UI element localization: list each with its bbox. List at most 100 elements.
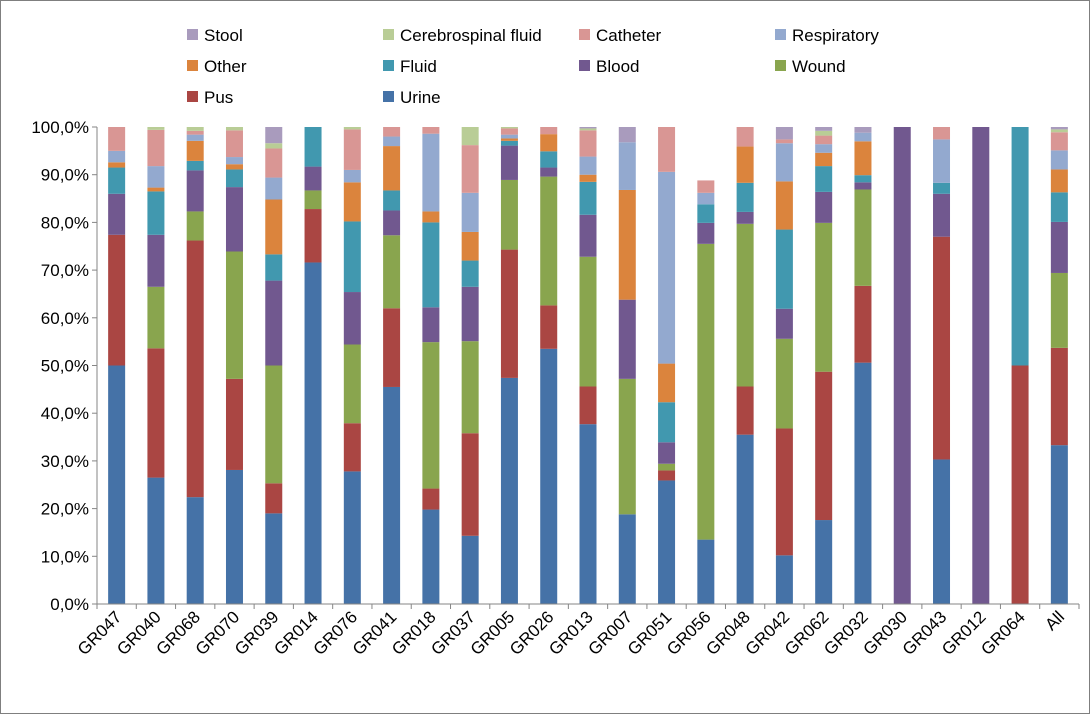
- x-category-label: All: [1041, 607, 1068, 634]
- y-tick-label: 60,0%: [41, 309, 89, 328]
- x-axis: GR047GR040GR068GR070GR039GR014GR076GR041…: [74, 603, 1080, 659]
- bar-segment-gr042-urine: [775, 555, 793, 604]
- bar-segment-gr068-cerebrospinal-fluid: [186, 127, 204, 131]
- bar-segment-gr062-pus: [815, 371, 833, 521]
- legend-label-stool: Stool: [204, 26, 243, 45]
- bar-segment-gr039-respiratory: [265, 177, 283, 200]
- bar-segment-gr026-other: [540, 134, 558, 152]
- bar-segment-gr068-other: [186, 140, 204, 161]
- bar-segment-gr068-fluid: [186, 160, 204, 171]
- legend-swatch-urine: [383, 91, 394, 102]
- bar-segment-gr007-respiratory: [618, 142, 636, 190]
- bar-segment-gr032-respiratory: [854, 132, 872, 142]
- bar-segment-gr026-wound: [540, 176, 558, 306]
- bar-segment-all-cerebrospinal-fluid: [1050, 129, 1068, 133]
- bar-segment-gr043-blood: [933, 193, 951, 237]
- bar-segment-gr056-urine: [697, 539, 715, 604]
- bar-segment-gr018-catheter: [422, 127, 440, 134]
- bar-segment-gr062-cerebrospinal-fluid: [815, 130, 833, 136]
- bar-segment-gr051-fluid: [658, 402, 676, 443]
- bar-segment-gr042-pus: [775, 428, 793, 556]
- bar-segment-gr076-cerebrospinal-fluid: [343, 127, 361, 130]
- bar-segment-gr056-fluid: [697, 204, 715, 223]
- bar-segment-gr064-fluid: [1011, 127, 1029, 366]
- bar-segment-gr040-pus: [147, 348, 165, 478]
- bar-segment-gr056-wound: [697, 243, 715, 540]
- bar-segment-gr042-fluid: [775, 229, 793, 309]
- bar-segment-gr070-fluid: [225, 169, 243, 188]
- bar-segment-gr014-pus: [304, 209, 322, 263]
- bar-segment-gr068-pus: [186, 240, 204, 498]
- bar-segment-gr048-other: [736, 146, 754, 183]
- bar-segment-gr070-blood: [225, 187, 243, 252]
- x-category-label: GR064: [977, 607, 1029, 659]
- bar-segment-gr047-other: [108, 162, 126, 168]
- legend-swatch-blood: [579, 60, 590, 71]
- legend-label-fluid: Fluid: [400, 57, 437, 76]
- bar-segment-all-fluid: [1050, 192, 1068, 222]
- legend-label-other: Other: [204, 57, 247, 76]
- bar-segment-gr062-fluid: [815, 166, 833, 192]
- bar-segment-gr013-pus: [579, 386, 597, 425]
- bar-segment-gr064-pus: [1011, 365, 1029, 604]
- bar-segment-gr030-blood: [893, 127, 911, 604]
- y-tick-label: 30,0%: [41, 452, 89, 471]
- bar-segment-gr018-wound: [422, 342, 440, 489]
- bar-segment-gr040-blood: [147, 234, 165, 287]
- bar-segment-gr062-respiratory: [815, 144, 833, 153]
- bar-segment-gr076-catheter: [343, 129, 361, 170]
- bar-segment-gr037-urine: [461, 535, 479, 604]
- bar-segment-gr039-pus: [265, 483, 283, 514]
- legend-swatch-catheter: [579, 29, 590, 40]
- bar-segment-gr005-urine: [500, 377, 518, 604]
- bar-segment-gr040-wound: [147, 286, 165, 349]
- bar-segment-gr070-other: [225, 164, 243, 170]
- bar-segment-gr005-cerebrospinal-fluid: [500, 127, 518, 129]
- y-tick-label: 80,0%: [41, 213, 89, 232]
- legend-label-pus: Pus: [204, 88, 233, 107]
- bar-segment-gr051-respiratory: [658, 171, 676, 364]
- bar-segment-gr040-other: [147, 187, 165, 192]
- bar-segment-gr039-urine: [265, 513, 283, 604]
- bar-segment-gr005-pus: [500, 249, 518, 378]
- legend-label-cerebrospinal-fluid: Cerebrospinal fluid: [400, 26, 542, 45]
- bar-segment-gr014-blood: [304, 166, 322, 191]
- bar-segment-gr039-stool: [265, 127, 283, 144]
- legend-swatch-wound: [775, 60, 786, 71]
- bar-segment-gr007-urine: [618, 514, 636, 604]
- bar-segment-gr018-blood: [422, 307, 440, 343]
- bar-segment-gr005-catheter: [500, 128, 518, 135]
- bar-segment-gr056-blood: [697, 222, 715, 244]
- bar-segment-gr051-urine: [658, 480, 676, 604]
- bar-segment-gr037-other: [461, 231, 479, 261]
- bar-segment-gr062-blood: [815, 191, 833, 223]
- bar-segment-gr048-fluid: [736, 182, 754, 212]
- legend-label-blood: Blood: [596, 57, 639, 76]
- bar-segment-gr076-fluid: [343, 221, 361, 293]
- bar-segment-gr076-blood: [343, 292, 361, 345]
- y-tick-label: 40,0%: [41, 404, 89, 423]
- bar-segment-gr012-blood: [972, 127, 990, 604]
- bar-segment-gr068-blood: [186, 170, 204, 212]
- bar-segment-gr048-wound: [736, 223, 754, 387]
- bar-segment-gr013-other: [579, 174, 597, 182]
- bar-segment-gr040-catheter: [147, 129, 165, 167]
- bar-segment-gr043-respiratory: [933, 139, 951, 183]
- bar-segment-gr070-pus: [225, 378, 243, 470]
- bar-segment-all-pus: [1050, 347, 1068, 446]
- legend-swatch-fluid: [383, 60, 394, 71]
- bar-segment-all-other: [1050, 169, 1068, 193]
- y-axis: 0,0% 10,0% 20,0% 30,0% 40,0% 50,0% 60,0% 70,0% 8…: [31, 118, 98, 614]
- legend-swatch-other: [187, 60, 198, 71]
- bar-segment-gr040-fluid: [147, 191, 165, 235]
- bar-segment-gr042-stool: [775, 127, 793, 140]
- bar-segment-gr018-respiratory: [422, 133, 440, 212]
- bar-segment-gr041-pus: [383, 308, 401, 387]
- bar-segment-all-stool: [1050, 127, 1068, 130]
- bar-segment-gr062-catheter: [815, 135, 833, 145]
- bar-segment-gr013-stool: [579, 127, 597, 129]
- legend-swatch-pus: [187, 91, 198, 102]
- bar-segment-gr056-catheter: [697, 180, 715, 193]
- bar-segment-gr041-wound: [383, 235, 401, 309]
